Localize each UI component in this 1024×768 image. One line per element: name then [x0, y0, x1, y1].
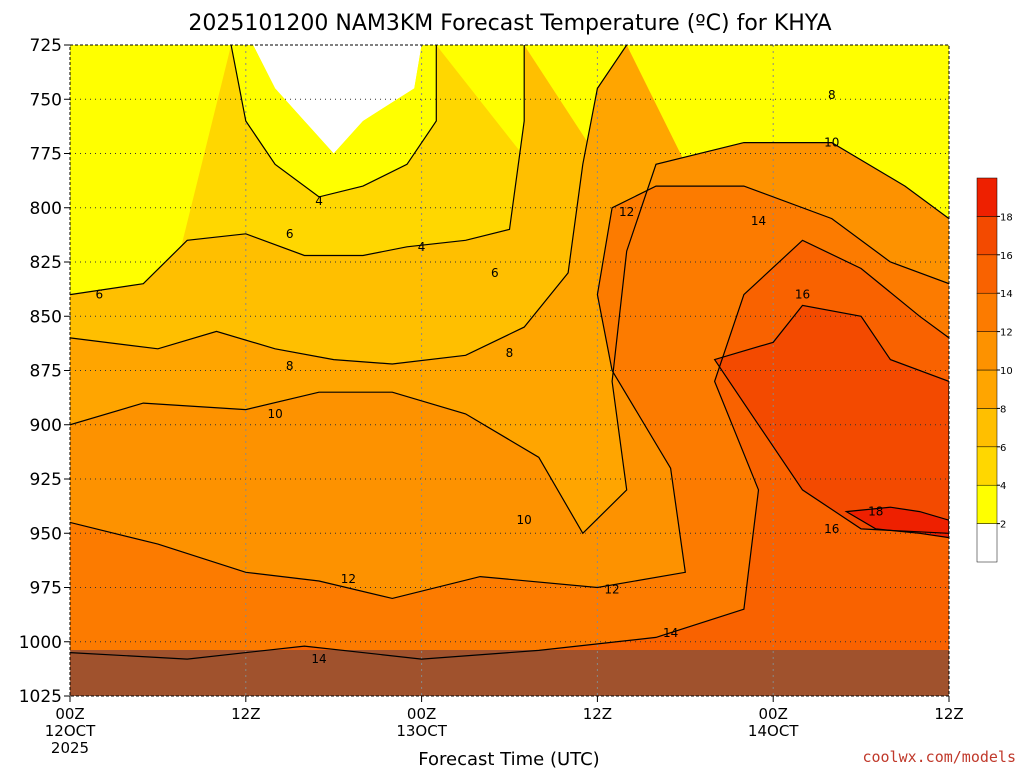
contour-label-16: 14 [751, 214, 766, 228]
colorbar-swatch-7 [976, 254, 998, 294]
contour-label-2: 6 [95, 288, 103, 302]
y-tick-label-1: 750 [30, 90, 62, 110]
x-tick-year-0: 2025 [51, 739, 89, 757]
x-tick-date-4: 14OCT [748, 722, 799, 740]
contour-label-11: 12 [341, 572, 356, 586]
y-axis: 725 750 775 800 825 850 875 900 925 950 975 1000 102… [19, 36, 70, 707]
y-tick-label-5: 850 [30, 307, 62, 327]
contour-label-13: 12 [604, 583, 619, 597]
colorbar-label-1: 4 [1000, 481, 1006, 492]
contour-8 [70, 45, 628, 365]
terrain-ground [70, 650, 949, 696]
x-tick-label-5: 12Z [934, 705, 963, 723]
contour-14 [70, 239, 949, 660]
y-tick-label-8: 925 [30, 470, 62, 490]
y-tick-label-9: 950 [30, 524, 62, 544]
y-tick-label-6: 875 [30, 362, 62, 382]
x-tick-label-1: 12Z [231, 705, 260, 723]
contour-label-19: 18 [868, 505, 883, 519]
contour-label-7: 8 [828, 88, 836, 102]
colorbar-label-8: 18 [1000, 212, 1013, 223]
colorbar-swatch-9 [976, 177, 998, 217]
contour-label-10: 10 [824, 136, 839, 150]
contour-label-1: 4 [418, 240, 426, 254]
contour-label-0: 4 [315, 194, 323, 208]
contour-label-14: 14 [311, 652, 326, 666]
contour-label-18: 16 [824, 522, 839, 536]
y-tick-label-2: 775 [30, 145, 62, 165]
colorbar-swatch-0 [976, 523, 998, 563]
contour-label-15: 14 [663, 626, 678, 640]
contour-label-9: 10 [517, 513, 532, 527]
colorbar-swatch-4 [976, 369, 998, 409]
band-14 [70, 240, 949, 696]
y-tick-label-4: 825 [30, 253, 62, 273]
colorbar-label-5: 12 [1000, 328, 1013, 339]
band-18 [846, 507, 949, 538]
colorbar-swatch-5 [976, 331, 998, 371]
colorbar-label-0: 2 [1000, 520, 1006, 531]
colorbar-label-3: 8 [1000, 404, 1006, 415]
contour-lines [70, 45, 949, 660]
gridlines [70, 45, 949, 696]
contour-label-6: 8 [506, 346, 514, 360]
contour-4 [230, 45, 437, 198]
colorbar-label-7: 16 [1000, 251, 1013, 262]
band-16 [714, 305, 949, 534]
contour-16 [713, 304, 949, 534]
x-tick-label-3: 12Z [583, 705, 612, 723]
colorbar-swatch-3 [976, 408, 998, 448]
contour-10 [70, 142, 949, 535]
y-tick-label-3: 800 [30, 199, 62, 219]
colorbar-swatch-2 [976, 446, 998, 486]
x-tick-label-0: 00Z [55, 705, 84, 723]
x-tick-date-2: 13OCT [396, 722, 447, 740]
contour-18 [844, 506, 949, 539]
colorbar-swatch-8 [976, 216, 998, 256]
contour-label-3: 6 [286, 227, 294, 241]
contour-label-12: 12 [619, 205, 634, 219]
colorbar-swatch-1 [976, 484, 998, 524]
colorbar-label-4: 10 [1000, 366, 1013, 377]
contour-labels: 4 4 6 6 6 8 8 8 10 10 10 12 12 12 14 14 14 16 16 18 [95, 88, 883, 666]
plot-area: 4 4 6 6 6 8 8 8 10 10 10 12 12 12 14 14 14 16 16 18 [70, 45, 949, 696]
colorbar-label-6: 14 [1000, 289, 1013, 300]
band-12 [70, 186, 949, 696]
contour-label-4: 6 [491, 266, 499, 280]
chart-title: 2025101200 NAM3KM Forecast Temperature (… [188, 11, 831, 36]
credit-text: coolwx.com/models [862, 748, 1016, 766]
x-tick-label-4: 00Z [759, 705, 788, 723]
temperature-bands [70, 45, 949, 696]
x-tick-date-0: 12OCT [45, 722, 96, 740]
contour-label-8: 10 [267, 407, 282, 421]
y-tick-label-12: 1025 [19, 687, 62, 707]
band-cold-white [253, 45, 422, 154]
x-axis-label: Forecast Time (UTC) [418, 749, 599, 768]
x-tick-label-2: 00Z [407, 705, 436, 723]
contour-12 [70, 185, 949, 600]
y-tick-label-0: 725 [30, 36, 62, 56]
band-yellow [231, 45, 437, 197]
colorbar-label-2: 6 [1000, 443, 1006, 454]
y-tick-label-10: 975 [30, 579, 62, 599]
contour-label-5: 8 [286, 359, 294, 373]
y-tick-label-7: 900 [30, 416, 62, 436]
contour-6 [70, 45, 525, 296]
contour-label-17: 16 [795, 288, 810, 302]
y-tick-label-11: 1000 [19, 633, 62, 653]
colorbar: 2 4 6 8 10 12 14 16 18 [976, 177, 1013, 563]
colorbar-swatch-6 [976, 292, 998, 332]
